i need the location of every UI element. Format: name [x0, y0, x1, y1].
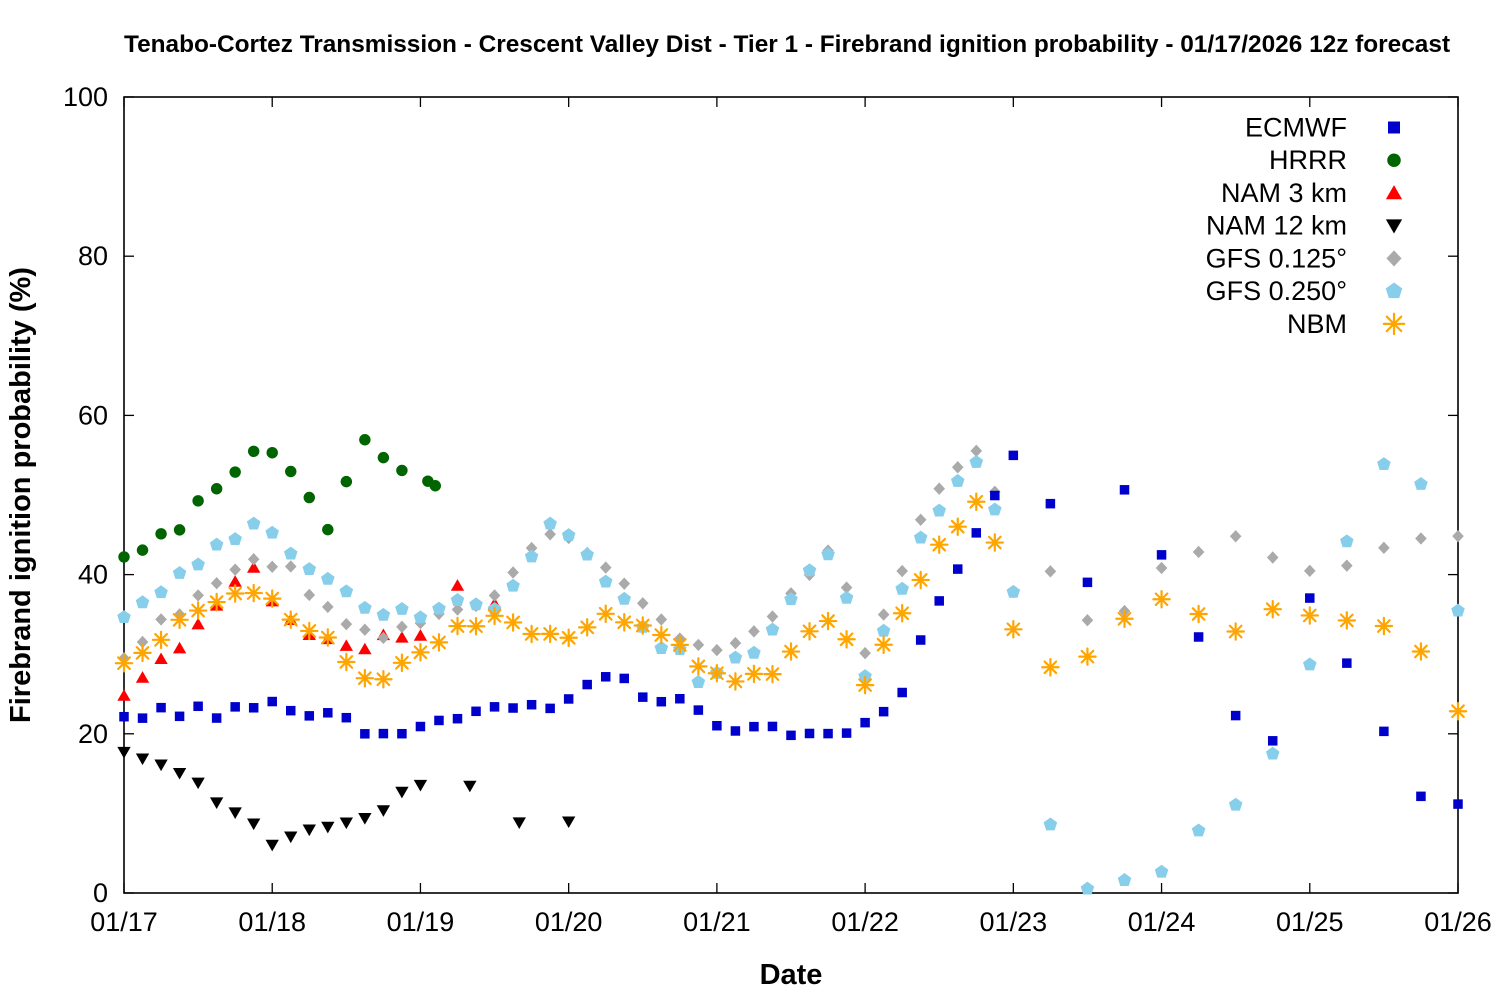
svg-text:01/22: 01/22	[831, 907, 899, 937]
svg-text:01/23: 01/23	[980, 907, 1048, 937]
svg-text:0: 0	[93, 878, 108, 908]
svg-text:01/21: 01/21	[683, 907, 751, 937]
svg-text:100: 100	[63, 82, 108, 112]
svg-text:01/20: 01/20	[535, 907, 603, 937]
svg-text:Firebrand ignition probability: Firebrand ignition probability (%)	[5, 267, 37, 723]
svg-text:20: 20	[78, 719, 108, 749]
svg-text:80: 80	[78, 241, 108, 271]
svg-text:GFS 0.250°: GFS 0.250°	[1206, 276, 1347, 306]
svg-text:NAM 12 km: NAM 12 km	[1206, 211, 1347, 241]
svg-text:01/18: 01/18	[238, 907, 306, 937]
svg-text:01/19: 01/19	[387, 907, 455, 937]
svg-text:01/17: 01/17	[90, 907, 158, 937]
svg-text:GFS 0.125°: GFS 0.125°	[1206, 243, 1347, 273]
svg-text:01/26: 01/26	[1424, 907, 1492, 937]
svg-text:Tenabo-Cortez Transmission - C: Tenabo-Cortez Transmission - Crescent Va…	[124, 31, 1450, 58]
svg-text:40: 40	[78, 560, 108, 590]
svg-text:01/24: 01/24	[1128, 907, 1196, 937]
svg-text:HRRR: HRRR	[1269, 145, 1347, 175]
svg-text:NAM 3 km: NAM 3 km	[1221, 178, 1347, 208]
svg-text:ECMWF: ECMWF	[1245, 113, 1347, 143]
svg-text:01/25: 01/25	[1276, 907, 1344, 937]
svg-text:60: 60	[78, 400, 108, 430]
svg-text:Date: Date	[760, 959, 823, 991]
svg-text:NBM: NBM	[1287, 309, 1347, 339]
